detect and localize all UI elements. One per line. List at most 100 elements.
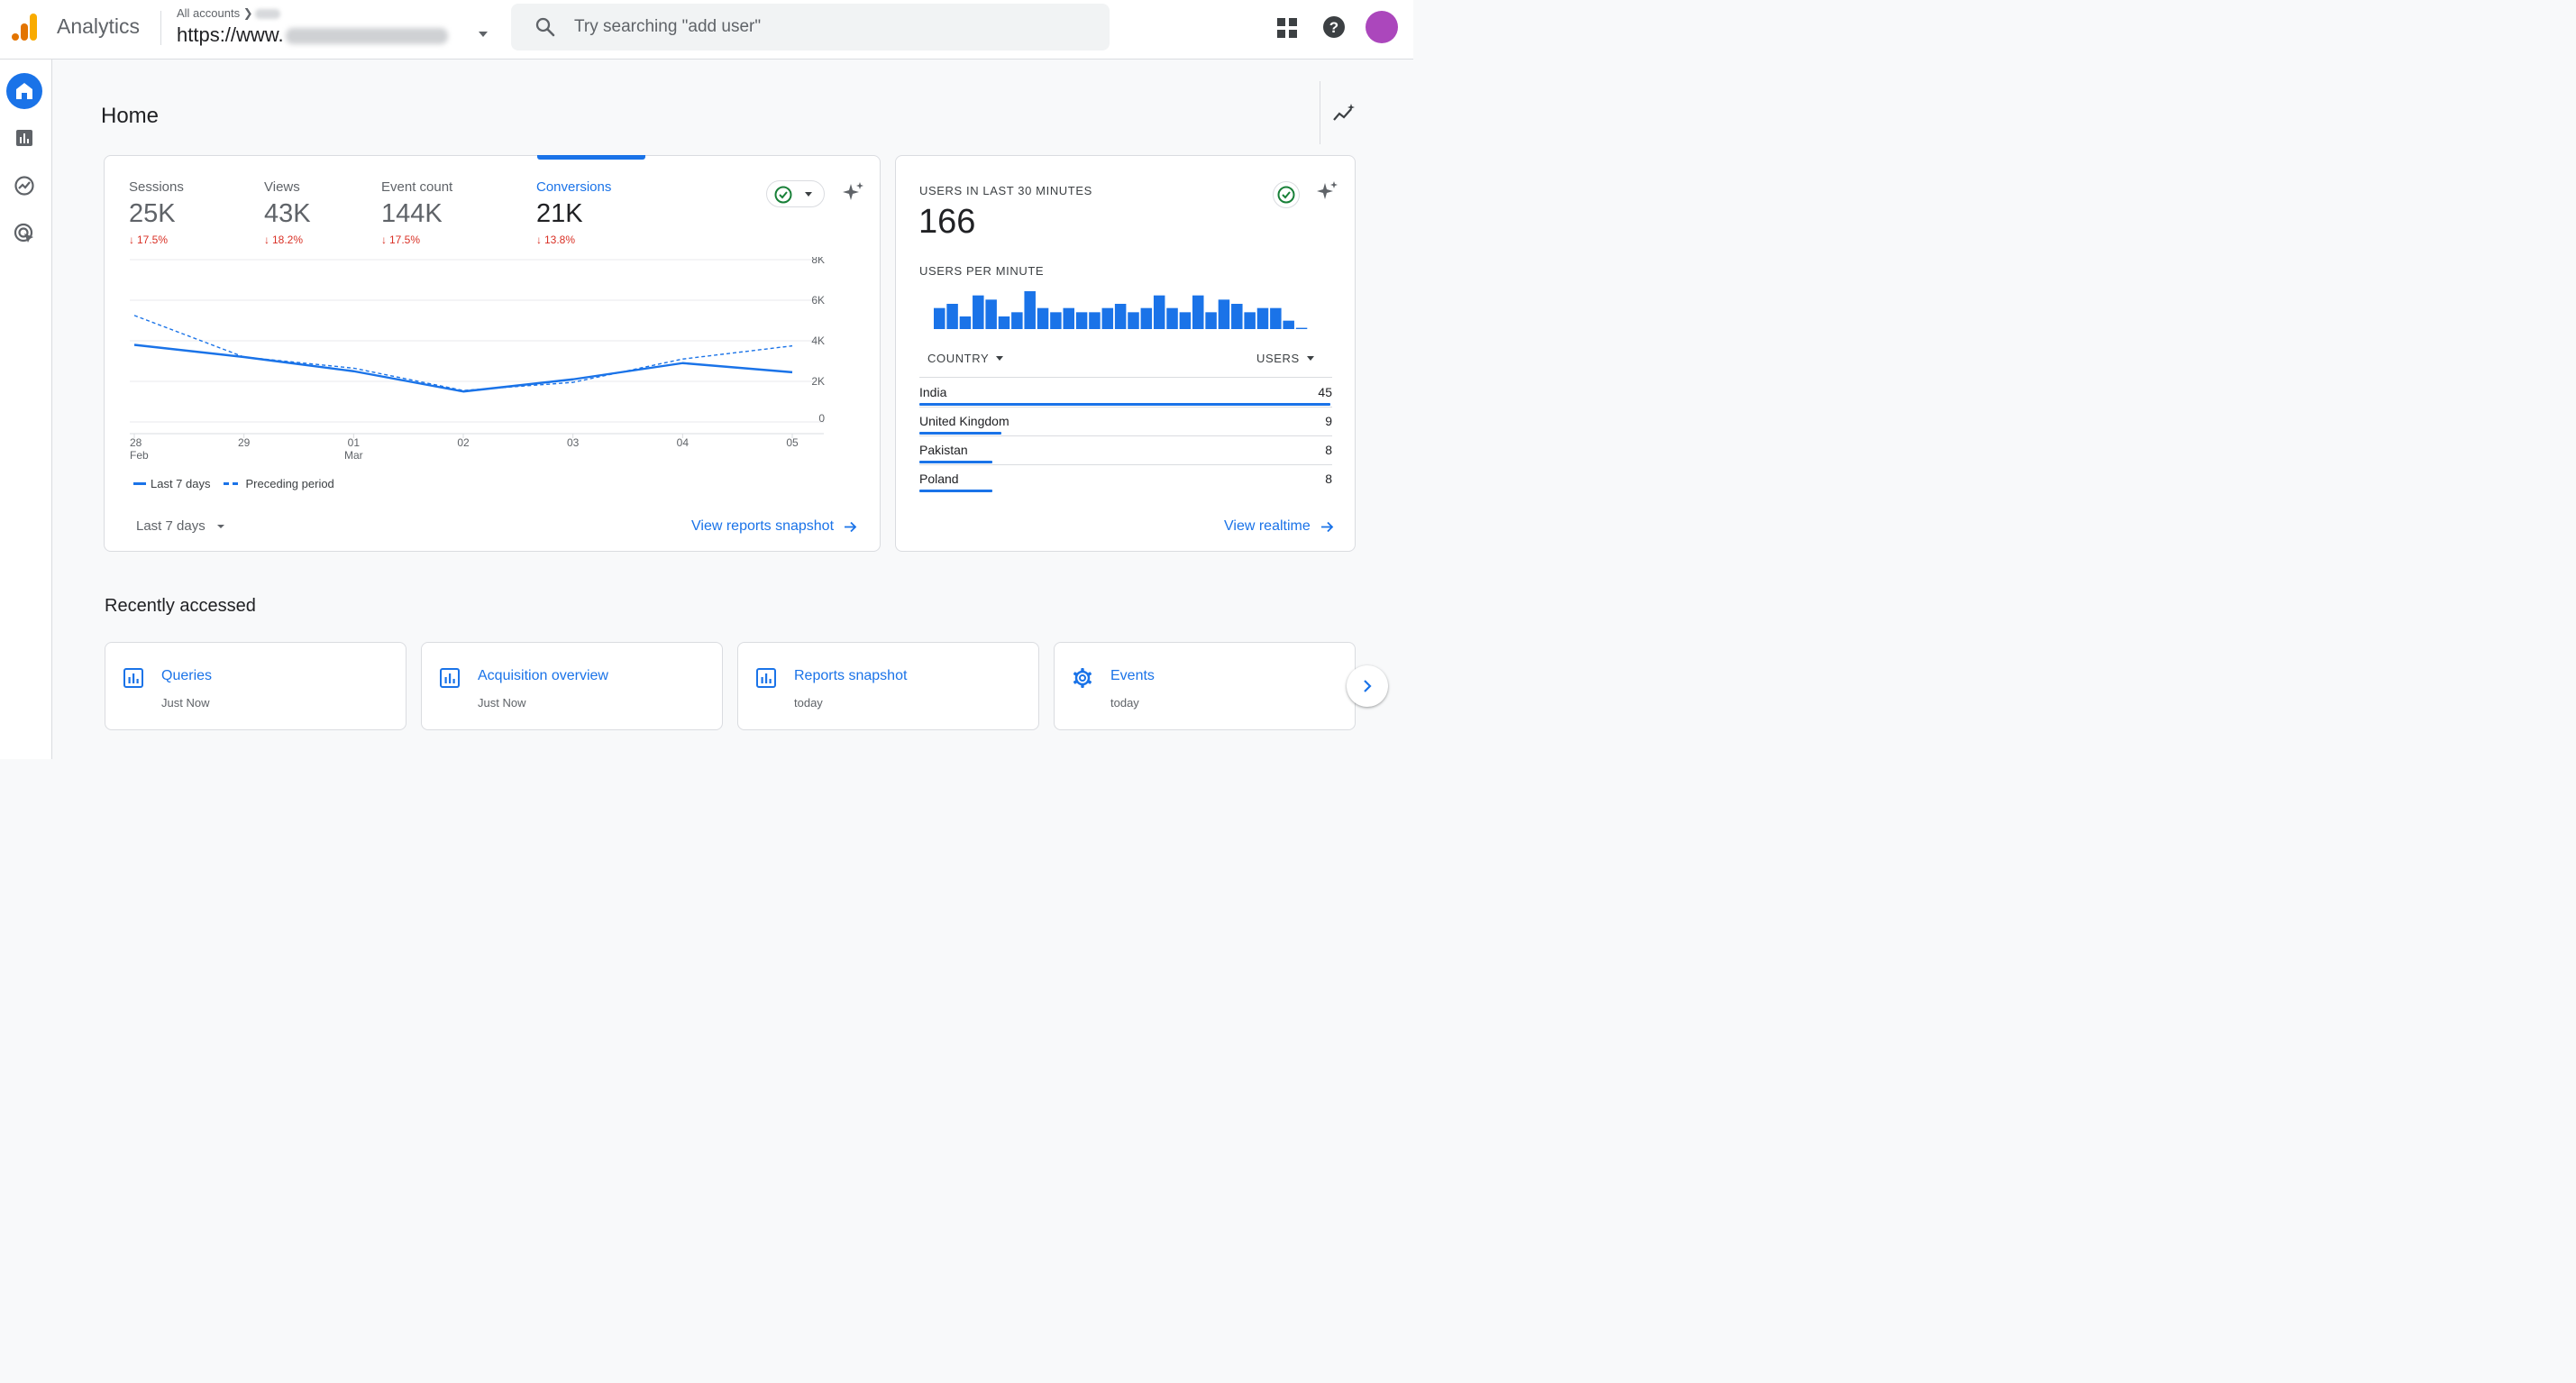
gear-icon	[1073, 668, 1092, 688]
view-reports-snapshot-link[interactable]: View reports snapshot	[691, 518, 858, 535]
date-range-label: Last 7 days	[136, 518, 206, 534]
per-minute-bar	[1218, 299, 1230, 329]
account-breadcrumb[interactable]: All accounts ❯	[177, 6, 280, 21]
country-column-header[interactable]: COUNTRY	[927, 352, 1004, 365]
report-icon	[440, 668, 460, 688]
x-tick-label: 04	[677, 436, 690, 449]
recent-item-events[interactable]: Events today	[1054, 642, 1356, 730]
country-users: 8	[1325, 472, 1332, 486]
sparkle-icon[interactable]	[842, 181, 865, 205]
table-divider	[919, 407, 1332, 408]
per-minute-bar	[1050, 312, 1062, 329]
x-tick-label: 28	[130, 436, 142, 449]
account-crumb-label: All accounts	[177, 6, 241, 20]
dropdown-caret-icon[interactable]	[476, 27, 490, 41]
date-range-selector[interactable]: Last 7 days	[136, 518, 225, 534]
search-input[interactable]	[574, 13, 1079, 41]
country-name: India	[919, 385, 947, 399]
arrow-right-icon	[1320, 521, 1334, 532]
per-minute-bar	[1140, 307, 1153, 329]
metric-tab-sessions[interactable]: Sessions 25K ↓ 17.5%	[129, 179, 184, 246]
country-users: 45	[1318, 385, 1332, 399]
analytics-logo-icon[interactable]	[11, 13, 40, 41]
metric-label: Event count	[381, 179, 453, 195]
table-row: United Kingdom 9	[919, 407, 1332, 435]
nav-explore[interactable]	[6, 168, 42, 204]
preceding-period-line	[133, 315, 793, 391]
nav-reports[interactable]	[6, 120, 42, 156]
avatar[interactable]	[1366, 11, 1398, 43]
metric-value: 43K	[264, 199, 311, 228]
users-column-header[interactable]: USERS	[1256, 352, 1315, 365]
table-row: Poland 8	[919, 464, 1332, 493]
recent-item-time: Just Now	[478, 696, 526, 710]
apps-grid-icon[interactable]	[1276, 17, 1298, 39]
svg-text:?: ?	[1329, 19, 1338, 36]
per-minute-bar	[934, 307, 945, 329]
metric-tab-event-count[interactable]: Event count 144K ↓ 17.5%	[381, 179, 452, 246]
nav-home[interactable]	[6, 73, 42, 109]
country-users: 8	[1325, 443, 1332, 457]
y-tick-label: 6K	[811, 294, 825, 307]
metric-change-value: 17.5%	[389, 234, 421, 246]
recent-item-reports-snapshot[interactable]: Reports snapshot today	[737, 642, 1039, 730]
recent-item-queries[interactable]: Queries Just Now	[105, 642, 406, 730]
metric-value: 21K	[536, 199, 583, 228]
recent-item-title: Reports snapshot	[794, 668, 908, 683]
recent-item-acquisition-overview[interactable]: Acquisition overview Just Now	[421, 642, 723, 730]
realtime-card: USERS IN LAST 30 MINUTES 166 USERS PER M…	[895, 155, 1356, 552]
x-tick-label: 29	[238, 436, 251, 449]
search-bar[interactable]	[511, 4, 1110, 50]
metric-tab-views[interactable]: Views 43K ↓ 18.2%	[264, 179, 311, 246]
x-tick-sublabel: Mar	[344, 449, 363, 462]
country-name: Poland	[919, 472, 959, 486]
metric-tab-conversions[interactable]: Conversions 21K ↓ 13.8%	[536, 179, 611, 246]
view-realtime-link[interactable]: View realtime	[1224, 518, 1335, 535]
per-minute-bar	[1205, 312, 1217, 329]
arrow-down-icon: ↓	[536, 234, 542, 246]
users-header-label: USERS	[1256, 352, 1300, 365]
per-minute-bar	[1270, 307, 1282, 329]
property-selector[interactable]: https://www.	[177, 23, 448, 47]
table-divider	[919, 435, 1332, 436]
data-quality-dropdown[interactable]	[766, 180, 825, 207]
table-divider	[919, 464, 1332, 465]
view-reports-snapshot-label: View reports snapshot	[691, 518, 835, 534]
sparkle-icon[interactable]	[1316, 180, 1339, 204]
legend-current-label: Last 7 days	[151, 477, 211, 490]
per-minute-bar	[1256, 307, 1269, 329]
recent-item-title: Acquisition overview	[478, 668, 608, 683]
recent-item-time: Just Now	[161, 696, 210, 710]
table-divider	[919, 377, 1332, 378]
per-minute-bar	[1075, 312, 1088, 329]
report-icon	[756, 668, 776, 688]
nav-advertising[interactable]	[6, 215, 42, 252]
per-minute-bar	[1179, 312, 1192, 329]
per-minute-bar	[959, 316, 972, 329]
realtime-title: USERS IN LAST 30 MINUTES	[919, 184, 1092, 197]
insights-icon[interactable]	[1332, 102, 1356, 125]
metric-value: 144K	[381, 199, 443, 228]
report-icon	[123, 668, 143, 688]
next-page-button[interactable]	[1347, 665, 1388, 707]
help-icon[interactable]: ?	[1322, 15, 1346, 39]
country-share-bar	[919, 432, 1002, 435]
x-tick-label: 02	[457, 436, 470, 449]
metric-change-value: 13.8%	[544, 234, 576, 246]
overview-card: Sessions 25K ↓ 17.5% Views 43K ↓ 18.2% Eve…	[104, 155, 881, 552]
legend-dashed-swatch	[223, 482, 242, 485]
x-tick-sublabel: Feb	[130, 449, 149, 462]
country-name: Pakistan	[919, 443, 968, 457]
per-minute-bar	[946, 304, 958, 329]
advertising-icon	[14, 223, 33, 243]
realtime-status-button[interactable]	[1273, 181, 1300, 208]
home-icon	[16, 83, 32, 99]
per-minute-bar	[1063, 307, 1074, 329]
table-row: India 45	[919, 378, 1332, 407]
y-tick-label: 4K	[811, 334, 825, 347]
metric-label: Conversions	[536, 179, 612, 195]
metric-change: ↓ 13.8%	[536, 234, 611, 246]
y-tick-label: 8K	[811, 257, 825, 266]
legend-solid-swatch	[133, 482, 146, 485]
